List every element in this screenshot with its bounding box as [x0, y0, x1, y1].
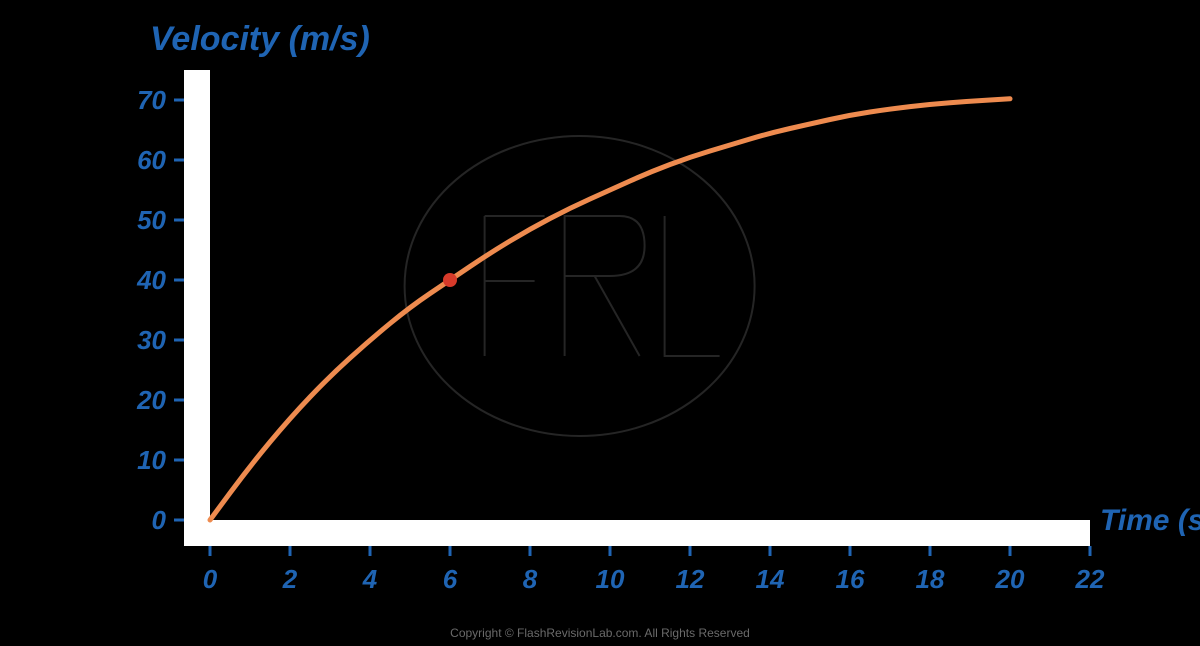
y-tick-label: 30 — [137, 325, 166, 355]
y-tick-label: 40 — [136, 265, 166, 295]
x-tick-label: 16 — [836, 564, 865, 594]
x-tick-label: 22 — [1075, 564, 1105, 594]
y-axis — [184, 70, 210, 546]
y-tick-label: 20 — [136, 385, 166, 415]
y-tick-label: 50 — [137, 205, 166, 235]
velocity-time-chart: 0 10 20 30 40 50 60 70 0 2 4 6 8 10 12 14 16 18 20 22 Veloci… — [0, 0, 1200, 646]
x-tick-label: 10 — [596, 564, 625, 594]
x-tick-label: 4 — [362, 564, 378, 594]
x-axis — [184, 520, 1090, 546]
x-tick-label: 2 — [282, 564, 298, 594]
chart-stage: 0 10 20 30 40 50 60 70 0 2 4 6 8 10 12 14 16 18 20 22 Veloci… — [0, 0, 1200, 646]
x-axis-title: Time (s) — [1100, 504, 1200, 537]
data-point-marker — [443, 273, 457, 287]
x-tick-label: 20 — [995, 564, 1025, 594]
x-tick-label: 0 — [203, 564, 218, 594]
y-axis-title: Velocity (m/s) — [150, 20, 370, 58]
y-tick-label: 70 — [137, 85, 166, 115]
x-tick-label: 12 — [676, 564, 705, 594]
copyright-text: Copyright © FlashRevisionLab.com. All Ri… — [0, 626, 1200, 640]
x-tick-label: 8 — [523, 564, 538, 594]
x-tick-label: 14 — [756, 564, 785, 594]
y-tick-label: 10 — [137, 445, 166, 475]
y-tick-label: 60 — [137, 145, 166, 175]
x-tick-label: 18 — [916, 564, 945, 594]
y-tick-label: 0 — [152, 505, 167, 535]
x-tick-label: 6 — [443, 564, 458, 594]
